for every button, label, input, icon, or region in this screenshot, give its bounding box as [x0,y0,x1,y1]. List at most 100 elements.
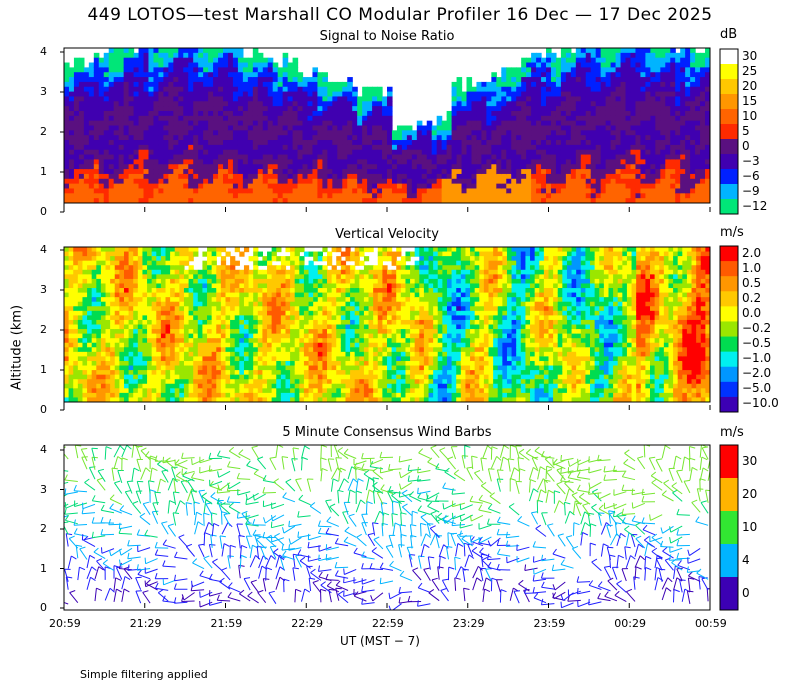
snr-cell [521,101,527,107]
snr-cell [401,193,408,199]
snr-cell [501,193,507,199]
snr-cell [600,96,607,102]
snr-cell [481,96,487,102]
snr-cell [615,106,622,112]
snr-cell [655,144,661,151]
snr-cell [705,169,710,175]
snr-cell [595,110,602,117]
velocity-cell [197,351,204,358]
velocity-cell [119,256,125,262]
velocity-cell [137,288,144,294]
velocity-cell [119,319,125,326]
snr-cell [362,198,368,203]
snr-cell [203,159,209,165]
velocity-cell [193,247,199,253]
snr-cell [227,72,234,78]
snr-cell [575,140,582,146]
snr-cell [665,57,671,64]
snr-cell [163,169,169,175]
snr-cell [342,144,348,151]
snr-cell [83,120,90,127]
snr-cell [680,149,686,156]
snr-cell [526,110,532,117]
velocity-cell [128,324,134,330]
snr-cell [496,159,502,165]
snr-cell [506,193,512,199]
snr-cell [93,86,100,93]
snr-cell [630,169,637,175]
snr-cell [665,106,671,112]
snr-cell [680,77,686,83]
velocity-cell [142,315,148,321]
snr-cell [148,106,155,112]
snr-cell [546,52,552,59]
snr-cell [367,140,373,146]
snr-cell [645,144,651,151]
snr-cell [237,96,244,102]
snr-cell [401,169,408,175]
snr-cell [342,159,348,165]
snr-cell [262,193,269,199]
snr-cell [635,125,642,131]
velocity-cell [239,351,245,358]
snr-cell [521,86,527,93]
velocity-cell [170,370,176,376]
snr-cell [332,106,338,112]
snr-cell [680,106,686,112]
snr-cell [203,183,209,190]
snr-cell [516,159,522,165]
snr-cell [277,198,284,203]
velocity-cell [91,324,97,330]
snr-cell [292,130,299,136]
snr-cell [565,164,572,170]
snr-cell [153,62,160,68]
snr-cell [362,110,368,117]
snr-cell [307,144,314,151]
velocity-cell [230,324,236,330]
snr-cell [188,52,194,59]
velocity-cell [73,260,79,266]
snr-cell [257,144,264,151]
snr-cell [78,188,85,194]
velocity-cell [100,301,107,307]
snr-cell [123,154,130,160]
velocity-cell [100,356,107,362]
velocity-cell [230,288,236,294]
velocity-cell [225,360,231,367]
snr-cell [476,125,483,131]
snr-cell [362,193,368,199]
snr-cell [690,77,696,83]
snr-cell [113,110,120,117]
snr-cell [98,106,105,112]
velocity-cell [234,297,240,303]
snr-cell [342,173,348,180]
velocity-cell [123,247,130,253]
snr-cell [655,86,661,93]
snr-cell [575,86,582,93]
velocity-cell [73,292,79,298]
snr-cell [128,198,135,203]
snr-cell [148,154,155,160]
snr-cell [580,57,587,64]
snr-cell [501,106,507,112]
snr-cell [252,193,259,199]
snr-cell [168,77,174,83]
velocity-cell [142,306,148,312]
snr-cell [223,101,229,107]
velocity-cell [220,365,227,371]
snr-cell [223,183,229,190]
velocity-cell [110,342,116,348]
snr-cell [650,120,656,127]
snr-cell [685,52,691,59]
snr-cell [322,101,328,107]
snr-cell [247,183,254,190]
snr-cell [64,115,70,122]
snr-cell [496,193,502,199]
snr-cell [203,135,209,141]
velocity-cell [128,379,134,385]
velocity-cell [87,329,93,335]
snr-cell [516,149,522,156]
snr-cell [650,164,656,170]
snr-cell [203,67,209,73]
snr-cell [98,101,105,107]
